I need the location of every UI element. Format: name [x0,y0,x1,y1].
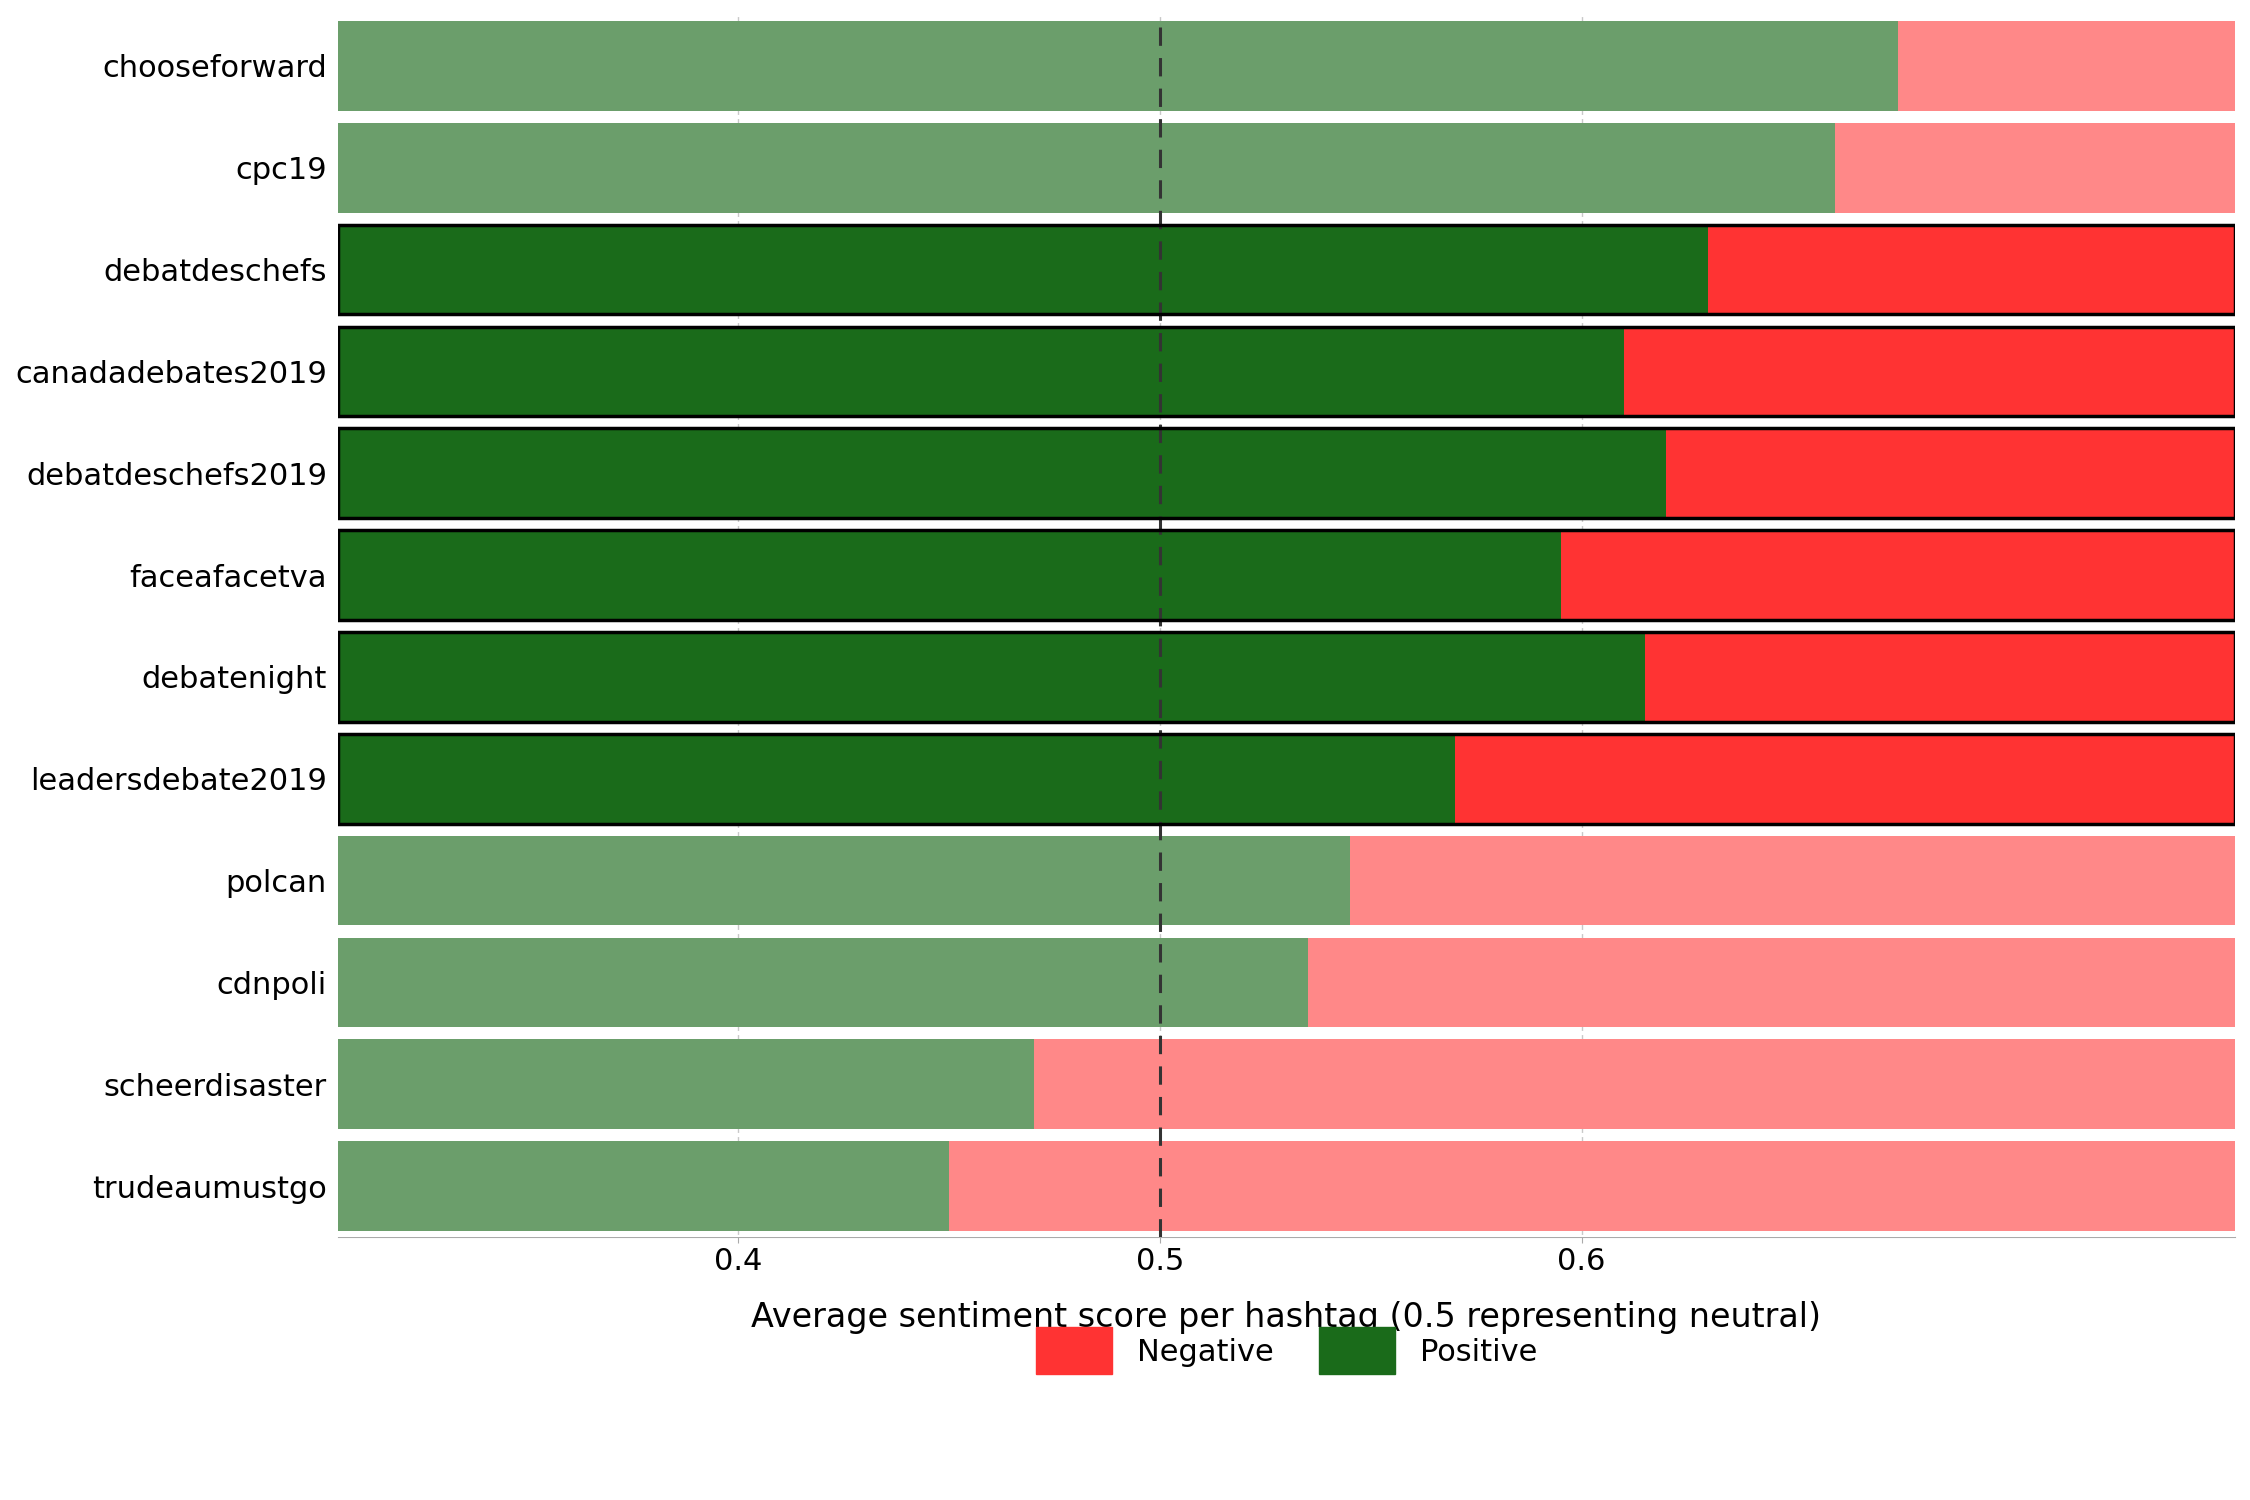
X-axis label: Average sentiment score per hashtag (0.5 representing neutral): Average sentiment score per hashtag (0.5… [752,1302,1822,1335]
Bar [338,225,2234,315]
Bar [338,531,1561,620]
Bar [338,327,2234,416]
Bar [338,327,1624,416]
Bar [338,836,1350,926]
Bar [1350,836,2234,926]
Bar [1562,531,2234,620]
Bar [1624,327,2234,416]
Bar [338,734,2234,824]
Bar [1708,225,2234,315]
Bar [338,225,1708,315]
Bar [1645,632,2234,722]
Bar [338,21,1897,111]
Bar [1834,123,2234,213]
Bar [1456,734,2234,824]
Bar [338,531,2234,620]
Bar [338,734,1456,824]
Bar [338,123,1834,213]
Bar [338,429,2234,518]
Bar [338,632,2234,722]
Bar [1665,429,2234,518]
Bar [1033,1040,2234,1130]
Bar [950,1142,2234,1232]
Bar [338,429,1665,518]
Bar [338,1142,950,1232]
Legend: Negative, Positive: Negative, Positive [1006,1296,1568,1406]
Bar [338,1040,1033,1130]
Bar [338,632,1645,722]
Bar [1307,938,2234,1028]
Bar [338,938,1307,1028]
Bar [1897,21,2234,111]
